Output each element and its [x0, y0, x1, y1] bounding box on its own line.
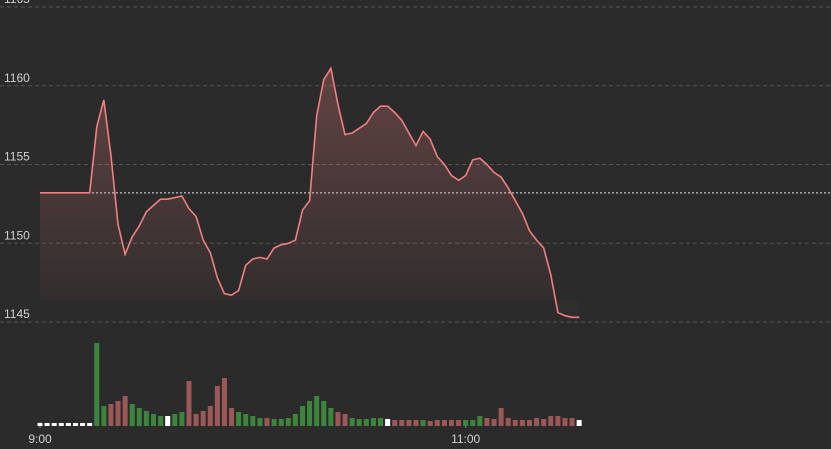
volume-bar — [519, 420, 525, 426]
volume-bar — [491, 419, 497, 426]
volume-bar — [370, 418, 376, 426]
x-tick-label: 9:00 — [28, 432, 52, 446]
volume-bar — [349, 418, 355, 426]
volume-bar — [214, 386, 220, 426]
volume-bar — [165, 416, 171, 426]
volume-bar — [236, 412, 242, 426]
volume-bar — [221, 378, 227, 426]
volume-bar — [356, 419, 362, 426]
volume-bar — [80, 423, 86, 426]
price-line — [40, 66, 580, 319]
volume-bar — [101, 406, 107, 426]
volume-bar — [498, 408, 504, 426]
volume-bar — [58, 423, 64, 426]
volume-bar — [385, 419, 391, 426]
volume-bar — [200, 411, 206, 426]
volume-bar — [122, 396, 128, 426]
volume-bar — [456, 420, 462, 426]
volume-bar — [299, 406, 305, 426]
volume-bar — [193, 414, 199, 426]
volume-bar — [143, 411, 149, 426]
x-tick-label: 11:00 — [451, 432, 480, 446]
volume-bar — [151, 414, 157, 426]
volume-bar — [314, 396, 320, 426]
volume-bar — [321, 401, 327, 426]
volume-bar — [186, 381, 192, 426]
volume-bar — [484, 418, 490, 426]
volume-bar — [427, 421, 433, 426]
volume-bar — [562, 418, 568, 426]
volume-bar — [278, 419, 284, 426]
volume-bar — [44, 423, 50, 426]
volume-bar — [257, 418, 263, 426]
volume-bar — [264, 418, 270, 426]
y-tick-label: 1155 — [4, 150, 30, 164]
volume-bar — [448, 420, 454, 426]
volume-bar — [72, 423, 78, 426]
volume-bar — [477, 416, 483, 426]
volume-bar — [569, 418, 575, 426]
volume-bar — [271, 419, 277, 426]
volume-bar — [463, 420, 469, 426]
volume-bar — [470, 420, 476, 426]
volume-bar — [94, 343, 100, 426]
volume-bar — [307, 401, 313, 426]
volume-bar — [158, 416, 164, 426]
y-tick-label: 1165 — [4, 0, 30, 6]
volume-bar — [335, 412, 341, 426]
volume-bar — [179, 412, 185, 426]
volume-bar — [541, 419, 547, 426]
volume-bar — [548, 416, 554, 426]
volume-bar — [363, 419, 369, 426]
y-tick-label: 1150 — [4, 228, 30, 242]
volume-bar — [207, 406, 213, 426]
volume-bar — [328, 408, 334, 426]
volume-bar — [285, 418, 291, 426]
volume-bar — [526, 420, 532, 426]
volume-bar — [250, 416, 256, 426]
volume-bar — [292, 414, 298, 426]
volume-bar — [229, 408, 235, 426]
price-area — [40, 68, 580, 318]
volume-bar — [505, 418, 511, 426]
volume-bar — [108, 404, 114, 426]
y-tick-label: 1160 — [4, 71, 30, 85]
volume-bar — [65, 423, 71, 426]
volume-bar — [378, 418, 384, 426]
volume-bar — [512, 420, 518, 426]
volume-bar — [576, 420, 582, 426]
volume-bar — [392, 420, 398, 426]
volume-bar — [37, 423, 43, 426]
volume-bar — [172, 414, 178, 426]
volume-bar — [399, 420, 405, 426]
volume-bar — [434, 420, 440, 426]
volume-bar — [51, 423, 57, 426]
y-tick-label: 1145 — [4, 307, 30, 321]
volume-bar — [413, 420, 419, 426]
volume-bar — [555, 416, 561, 426]
volume-bar — [420, 420, 426, 426]
volume-bar — [87, 423, 93, 426]
volume-bar — [441, 420, 447, 426]
volume-bar — [342, 414, 348, 426]
volume-bar — [136, 408, 142, 426]
volume-bar — [243, 414, 249, 426]
volume-bar — [534, 418, 540, 426]
volume-bar — [406, 420, 412, 426]
volume-bar — [129, 404, 135, 426]
volume-bar — [115, 401, 121, 426]
